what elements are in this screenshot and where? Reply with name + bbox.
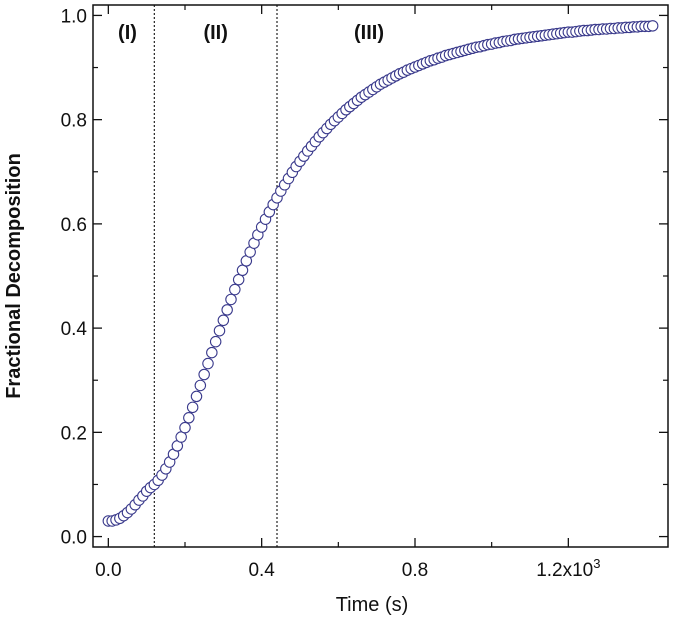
data-point [209,335,222,348]
data-point [221,304,233,316]
data-point [183,412,195,424]
region-label: (II) [203,22,227,44]
region-labels: (I) (II) (III) [118,22,384,44]
y-tick-labels: 0.0 0.2 0.4 0.6 0.8 1.0 [61,6,88,548]
data-point [225,293,237,306]
axis-ticks [93,5,668,547]
data-point [217,314,230,327]
data-point [213,324,226,337]
plot-frame [92,4,669,548]
x-tick-label: 0.4 [248,560,275,581]
x-tick-labels: 0.0 0.4 0.8 1.2x103 [95,556,600,581]
y-tick-label: 0.8 [61,111,87,132]
data-point [646,20,659,32]
y-tick-label: 0.2 [61,423,87,444]
x-tick-label: 1.2x103 [536,556,600,581]
x-tick-label: 0.8 [402,560,428,581]
data-point [186,401,199,414]
x-axis-title: Time (s) [336,594,409,616]
data-point [198,368,210,381]
region-label: (III) [354,22,384,44]
data-point [190,390,203,403]
x-tick-label: 0.0 [95,560,121,581]
region-label: (I) [118,22,137,44]
y-tick-label: 1.0 [61,6,87,27]
data-point [179,421,191,434]
data-points [102,20,659,527]
y-tick-label: 0.6 [61,215,87,236]
data-point [229,283,241,296]
data-point [194,379,207,392]
data-point [202,357,214,370]
y-tick-label: 0.0 [61,528,87,549]
y-axis-title: Fractional Decomposition [3,153,25,399]
data-point [206,346,218,359]
y-tick-label: 0.4 [61,319,88,340]
